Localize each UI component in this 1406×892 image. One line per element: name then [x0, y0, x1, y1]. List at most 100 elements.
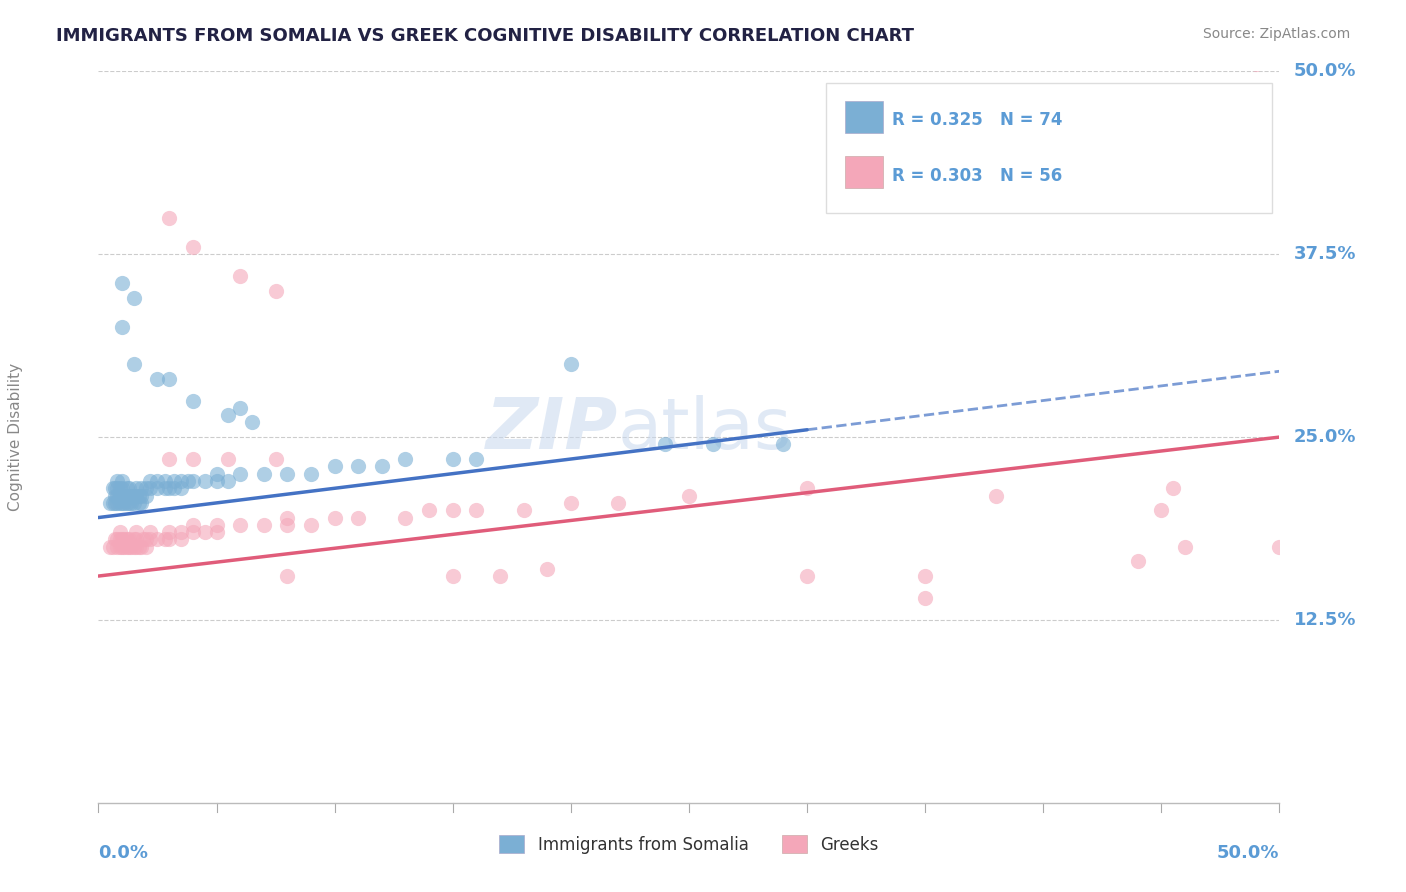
- Point: [536, 562, 558, 576]
- Point: [139, 474, 162, 488]
- Point: [465, 452, 488, 467]
- Point: [121, 489, 143, 503]
- Point: [153, 474, 176, 488]
- Point: [146, 474, 169, 488]
- Point: [135, 540, 157, 554]
- Point: [128, 489, 150, 503]
- Point: [129, 496, 152, 510]
- Point: [229, 517, 252, 532]
- Text: Source: ZipAtlas.com: Source: ZipAtlas.com: [1202, 27, 1350, 41]
- FancyBboxPatch shape: [845, 156, 883, 188]
- Point: [101, 481, 124, 495]
- Text: 37.5%: 37.5%: [1294, 245, 1357, 263]
- Point: [205, 517, 228, 532]
- Point: [796, 481, 818, 495]
- Text: Cognitive Disability: Cognitive Disability: [8, 363, 22, 511]
- Point: [205, 467, 228, 481]
- Text: atlas: atlas: [619, 395, 793, 464]
- Point: [157, 211, 180, 225]
- Point: [1161, 481, 1184, 495]
- Point: [122, 489, 145, 503]
- Point: [112, 533, 135, 547]
- Point: [115, 489, 138, 503]
- Point: [121, 540, 143, 554]
- Point: [347, 510, 370, 524]
- Point: [229, 467, 252, 481]
- Point: [157, 533, 180, 547]
- Point: [276, 569, 298, 583]
- Point: [194, 474, 217, 488]
- Legend: Immigrants from Somalia, Greeks: Immigrants from Somalia, Greeks: [492, 829, 886, 860]
- Point: [104, 496, 127, 510]
- Point: [111, 496, 134, 510]
- Point: [111, 277, 134, 291]
- Point: [105, 540, 128, 554]
- Point: [101, 496, 124, 510]
- Point: [181, 393, 204, 408]
- Point: [146, 533, 169, 547]
- Point: [170, 533, 193, 547]
- Point: [112, 540, 135, 554]
- Point: [702, 437, 724, 451]
- Point: [135, 533, 157, 547]
- Point: [129, 540, 152, 554]
- Point: [105, 489, 128, 503]
- Point: [129, 489, 152, 503]
- Point: [217, 452, 239, 467]
- Point: [115, 533, 138, 547]
- Point: [560, 357, 582, 371]
- Point: [115, 540, 138, 554]
- Point: [125, 481, 148, 495]
- FancyBboxPatch shape: [845, 101, 883, 133]
- Text: 50.0%: 50.0%: [1294, 62, 1357, 80]
- Point: [489, 569, 512, 583]
- Point: [394, 452, 416, 467]
- Point: [264, 284, 287, 298]
- Point: [229, 269, 252, 284]
- Point: [129, 481, 152, 495]
- Point: [153, 533, 176, 547]
- Text: 12.5%: 12.5%: [1294, 611, 1357, 629]
- Point: [122, 533, 145, 547]
- Point: [135, 481, 157, 495]
- Point: [111, 481, 134, 495]
- Point: [276, 467, 298, 481]
- Point: [122, 357, 145, 371]
- Point: [229, 401, 252, 415]
- Point: [181, 517, 204, 532]
- Text: ZIP: ZIP: [486, 395, 619, 464]
- Point: [122, 496, 145, 510]
- Text: IMMIGRANTS FROM SOMALIA VS GREEK COGNITIVE DISABILITY CORRELATION CHART: IMMIGRANTS FROM SOMALIA VS GREEK COGNITI…: [56, 27, 914, 45]
- Point: [796, 569, 818, 583]
- Point: [181, 452, 204, 467]
- Text: 25.0%: 25.0%: [1294, 428, 1357, 446]
- Point: [153, 481, 176, 495]
- Point: [560, 496, 582, 510]
- Point: [512, 503, 534, 517]
- Point: [111, 489, 134, 503]
- Point: [118, 540, 141, 554]
- Point: [205, 474, 228, 488]
- Point: [125, 525, 148, 540]
- Point: [441, 452, 464, 467]
- Point: [111, 320, 134, 334]
- Point: [105, 474, 128, 488]
- Point: [121, 496, 143, 510]
- Point: [112, 496, 135, 510]
- Point: [264, 452, 287, 467]
- Point: [371, 459, 394, 474]
- Point: [112, 489, 135, 503]
- FancyBboxPatch shape: [825, 83, 1272, 213]
- Point: [115, 496, 138, 510]
- Point: [122, 291, 145, 305]
- Point: [125, 489, 148, 503]
- Point: [115, 481, 138, 495]
- Point: [170, 525, 193, 540]
- Point: [607, 496, 630, 510]
- Point: [98, 496, 121, 510]
- Point: [157, 371, 180, 385]
- Point: [240, 416, 263, 430]
- Point: [347, 459, 370, 474]
- Point: [139, 481, 162, 495]
- Point: [104, 489, 127, 503]
